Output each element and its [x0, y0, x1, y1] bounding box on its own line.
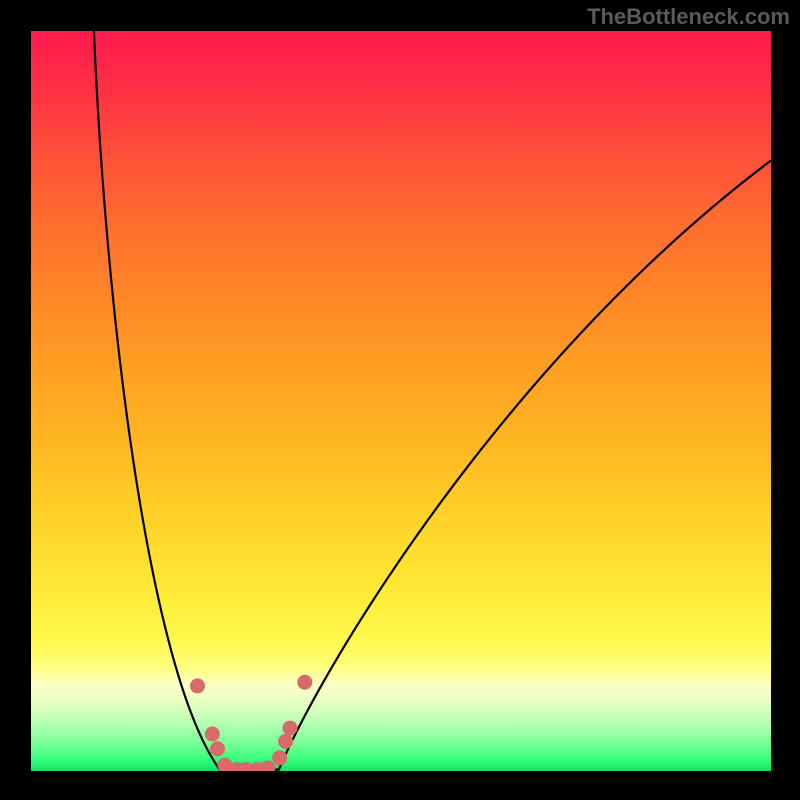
data-marker: [297, 675, 312, 690]
plot-area: [31, 31, 771, 771]
data-marker: [190, 678, 205, 693]
data-marker: [205, 727, 220, 742]
data-marker: [278, 734, 293, 749]
watermark-text: TheBottleneck.com: [587, 4, 790, 29]
data-marker: [260, 761, 275, 771]
bottleneck-curve: [94, 31, 771, 770]
chart-container: TheBottleneck.com: [0, 0, 800, 800]
curve-layer: [31, 31, 771, 771]
data-marker: [210, 741, 225, 756]
watermark: TheBottleneck.com: [587, 4, 790, 30]
data-marker: [272, 750, 287, 765]
data-marker: [283, 721, 298, 736]
